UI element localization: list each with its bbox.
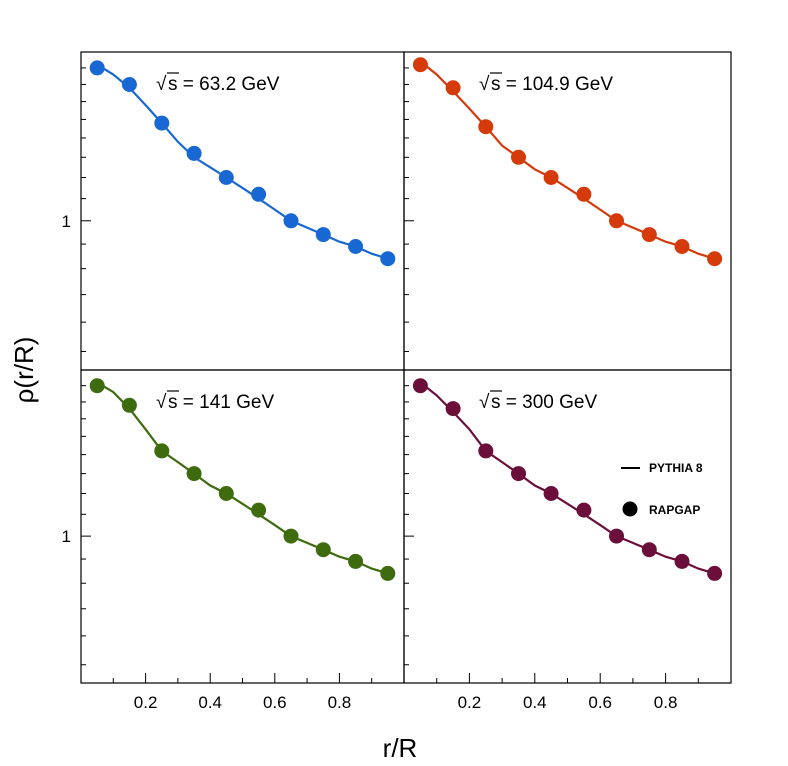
- panel-2: √ s = 104.9 GeV: [403, 51, 732, 371]
- panel-title: s = 141 GeV: [168, 392, 274, 413]
- data-point: [154, 443, 170, 459]
- x-tick-label: 0.2: [134, 693, 158, 712]
- data-point: [674, 553, 690, 569]
- data-point: [315, 542, 331, 558]
- panel-frame: [80, 51, 405, 371]
- data-point: [348, 239, 364, 254]
- panels-layer: √ s = 63.2 GeV √ s = 104.9 GeV√ s = 141 GeV √…: [62, 51, 732, 712]
- data-point: [251, 502, 267, 518]
- series-line: [419, 60, 715, 260]
- panel-title-radical: √: [479, 74, 490, 95]
- panel-title-radical: √: [479, 392, 490, 413]
- panel-3: √ s = 141 GeV: [80, 369, 405, 684]
- x-axis-title: r/R: [383, 733, 418, 763]
- x-tick-label: 0.8: [328, 693, 352, 712]
- data-point: [315, 227, 331, 243]
- y-axis-title: ρ(r/R): [9, 337, 39, 404]
- data-point: [121, 77, 137, 92]
- data-point: [186, 466, 202, 482]
- data-point: [478, 443, 494, 459]
- data-point: [283, 213, 299, 229]
- data-point: [445, 80, 461, 96]
- data-point: [186, 145, 202, 161]
- panel-1: √ s = 63.2 GeV: [80, 51, 405, 371]
- data-point: [380, 565, 396, 581]
- data-point: [412, 378, 428, 394]
- data-point: [412, 57, 428, 73]
- data-point: [445, 401, 461, 417]
- x-tick-label: 0.6: [263, 693, 287, 712]
- x-tick-label: 0.4: [198, 693, 222, 712]
- data-point: [576, 186, 592, 202]
- panel-title: s = 63.2 GeV: [168, 74, 280, 95]
- series-line: [96, 63, 389, 260]
- data-point: [543, 486, 559, 501]
- y-tick-label: 1: [62, 527, 71, 546]
- data-point: [251, 186, 267, 202]
- panel-frame: [403, 369, 732, 684]
- x-tick-label: 0.4: [523, 693, 547, 712]
- data-point: [674, 239, 690, 254]
- data-point: [543, 170, 559, 185]
- x-tick-label: 0.6: [588, 693, 612, 712]
- data-point: [348, 553, 364, 569]
- x-tick-label: 0.8: [654, 693, 678, 712]
- data-point: [154, 115, 170, 131]
- data-point: [89, 60, 105, 76]
- panel-frame: [403, 51, 732, 371]
- panel-frame: [80, 369, 405, 684]
- data-point: [511, 466, 526, 482]
- data-point: [609, 213, 624, 229]
- panel-title: s = 300 GeV: [491, 392, 597, 413]
- data-point: [576, 502, 592, 518]
- y-tick-label: 1: [62, 212, 71, 231]
- x-tick-label: 0.2: [458, 693, 482, 712]
- data-point: [380, 251, 396, 267]
- panel-title-radical: √: [156, 74, 167, 95]
- series-line: [96, 381, 389, 575]
- data-point: [707, 251, 723, 267]
- data-point: [609, 528, 624, 544]
- data-point: [218, 170, 234, 185]
- data-point: [641, 227, 657, 243]
- data-point: [89, 378, 105, 394]
- data-point: [707, 565, 723, 581]
- legend-marker-swatch: [622, 501, 638, 517]
- data-point: [478, 119, 494, 135]
- data-point: [511, 149, 526, 165]
- legend-marker-label: RAPGAP: [649, 503, 700, 517]
- panel-4: √ s = 300 GeV: [403, 369, 732, 684]
- legend: PYTHIA 8 RAPGAP: [621, 461, 703, 517]
- panel-title-radical: √: [156, 392, 167, 413]
- series-line: [419, 381, 715, 575]
- data-point: [121, 397, 137, 413]
- legend-line-label: PYTHIA 8: [649, 461, 703, 475]
- panel-title: s = 104.9 GeV: [491, 74, 613, 95]
- data-point: [283, 528, 299, 544]
- data-point: [641, 542, 657, 558]
- data-point: [218, 486, 234, 501]
